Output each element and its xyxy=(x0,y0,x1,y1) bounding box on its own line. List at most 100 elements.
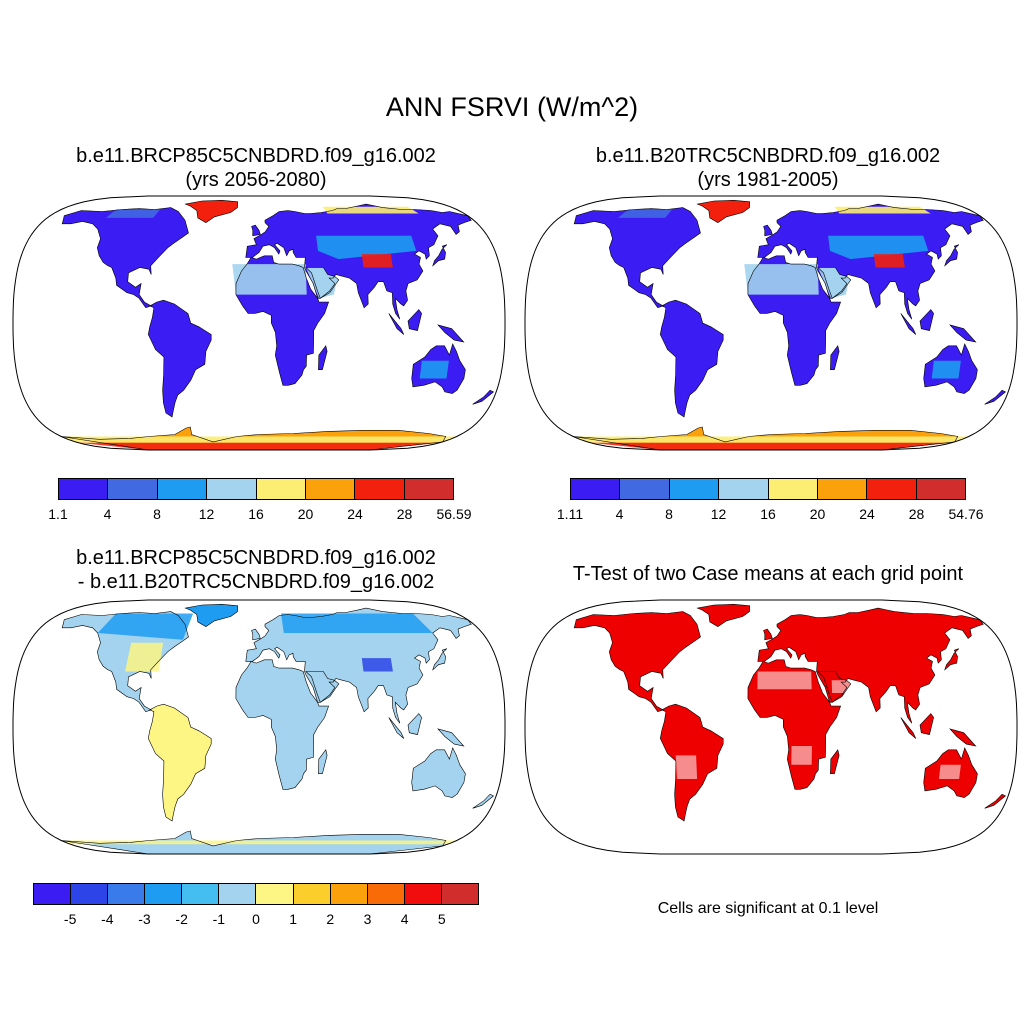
field-overlay xyxy=(232,264,307,295)
landmass-uk xyxy=(251,629,261,640)
coastline-uk xyxy=(251,224,261,237)
colorbar-tick-label: -3 xyxy=(138,911,151,927)
landmass-na xyxy=(574,611,701,712)
landmass-jp xyxy=(944,244,959,266)
coastline-af xyxy=(235,659,330,790)
coastline-gl xyxy=(184,199,239,223)
colorbar-box-6 xyxy=(256,884,294,904)
landmass-af xyxy=(235,659,329,790)
colorbar-tick-label: -2 xyxy=(175,911,188,927)
greenland-field xyxy=(185,200,238,223)
landmass-gl xyxy=(697,604,750,627)
field-overlay xyxy=(573,436,969,443)
field-overlay xyxy=(97,613,194,640)
coastline-sa xyxy=(659,299,724,418)
coastline-gl xyxy=(696,199,751,223)
coastline-bo xyxy=(407,309,422,331)
landmass-bo xyxy=(408,309,422,331)
coastline-jp xyxy=(432,244,448,267)
colorbar-tick-label: 16 xyxy=(760,506,776,522)
coastline-md xyxy=(318,749,328,774)
coastline-an xyxy=(61,830,447,854)
landmass-jp xyxy=(432,648,447,670)
colorbar-tick-label: 3 xyxy=(363,911,372,927)
landmass-jp xyxy=(944,648,959,670)
colorbar-box-3 xyxy=(207,479,257,499)
field-overlay xyxy=(361,254,393,268)
map-bottom-right xyxy=(524,599,1018,855)
colorbar-box-0 xyxy=(571,479,621,499)
landmass-su xyxy=(900,717,916,739)
field-overlay xyxy=(281,613,433,633)
coastline-af xyxy=(747,255,842,386)
field-overlay xyxy=(419,360,449,379)
landmass-jp xyxy=(432,244,447,266)
colorbar-tick-label: 4 xyxy=(400,911,409,927)
coastline-bo xyxy=(919,309,934,331)
colorbar-box-3 xyxy=(145,884,183,904)
coastline-au xyxy=(923,343,978,394)
coastline-an xyxy=(61,426,447,450)
colorbar-tick-label: 2 xyxy=(326,911,335,927)
colorbar-top-left xyxy=(58,478,454,500)
coastline-sa xyxy=(659,703,724,822)
panel-tl-title: b.e11.BRCP85C5CNBDRD.f09_g16.002 (yrs 20… xyxy=(6,144,506,192)
field-overlay xyxy=(873,254,905,268)
nonsignificant-area xyxy=(757,671,812,690)
main-title: ANN FSRVI (W/m^2) xyxy=(385,92,639,122)
coastline-au xyxy=(411,343,466,394)
landmass-eu xyxy=(757,608,984,724)
colorbar-tick-label: 4 xyxy=(103,506,112,522)
coastline-au xyxy=(411,747,466,798)
landmass-md xyxy=(830,749,840,774)
panel-tl-case: b.e11.BRCP85C5CNBDRD.f09_g16.002 xyxy=(76,145,436,167)
field-overlay xyxy=(125,642,164,672)
coastline-uk xyxy=(763,628,773,641)
coastline-ng xyxy=(437,324,465,343)
coastline-bo xyxy=(407,713,422,735)
colorbar-tick-label: -4 xyxy=(101,911,114,927)
coastline-af xyxy=(747,659,842,790)
colorbar-tick-label: 5 xyxy=(437,911,446,927)
landmass-eu xyxy=(245,204,472,320)
coastline-jp xyxy=(944,244,960,267)
coastline-ar xyxy=(817,267,852,299)
colorbar-box-6 xyxy=(867,479,917,499)
field-overlay xyxy=(78,442,440,450)
colorbar-box-2 xyxy=(157,479,208,499)
greenland-field xyxy=(697,200,750,223)
landmass-su xyxy=(900,313,916,335)
coastline-nz xyxy=(472,389,495,405)
landmass-su xyxy=(388,313,404,335)
colorbar-box-0 xyxy=(34,884,72,904)
colorbar-box-1 xyxy=(620,479,670,499)
colorbar-tick-label: 1.1 xyxy=(48,506,68,522)
coastline-na xyxy=(61,611,189,713)
landmass-na xyxy=(574,207,701,308)
colorbar-box-11 xyxy=(441,884,478,904)
coastline-ar xyxy=(817,671,852,703)
coastline-ng xyxy=(949,324,977,343)
colorbar-tick-label: 24 xyxy=(859,506,875,522)
landmass-md xyxy=(318,749,328,774)
panel-br-title: T-Test of two Case means at each grid po… xyxy=(572,563,964,585)
colorbar-box-4 xyxy=(182,884,220,904)
map-outline xyxy=(12,599,506,855)
landmass-au xyxy=(411,747,466,798)
colorbar-box-7 xyxy=(293,884,331,904)
landmass-ng xyxy=(438,728,464,746)
colorbar-tick-label: 1 xyxy=(289,911,298,927)
field-overlay xyxy=(828,235,929,260)
colorbar-tick-label: 12 xyxy=(710,506,727,522)
colorbar-box-10 xyxy=(404,884,442,904)
landmass-uk xyxy=(251,225,261,236)
coastline-ar xyxy=(305,671,340,703)
panel-tr-title: b.e11.B20TRC5CNBDRD.f09_g16.002 (yrs 198… xyxy=(518,144,1018,192)
coastline-ng xyxy=(437,728,465,747)
colorbar-box-4 xyxy=(768,479,818,499)
colorbar-tick-label: 1.11 xyxy=(556,506,584,522)
landmass-ng xyxy=(950,324,976,342)
coastline-na xyxy=(573,207,701,309)
colorbar-tick-label: 4 xyxy=(615,506,624,522)
field-overlay xyxy=(817,267,850,299)
